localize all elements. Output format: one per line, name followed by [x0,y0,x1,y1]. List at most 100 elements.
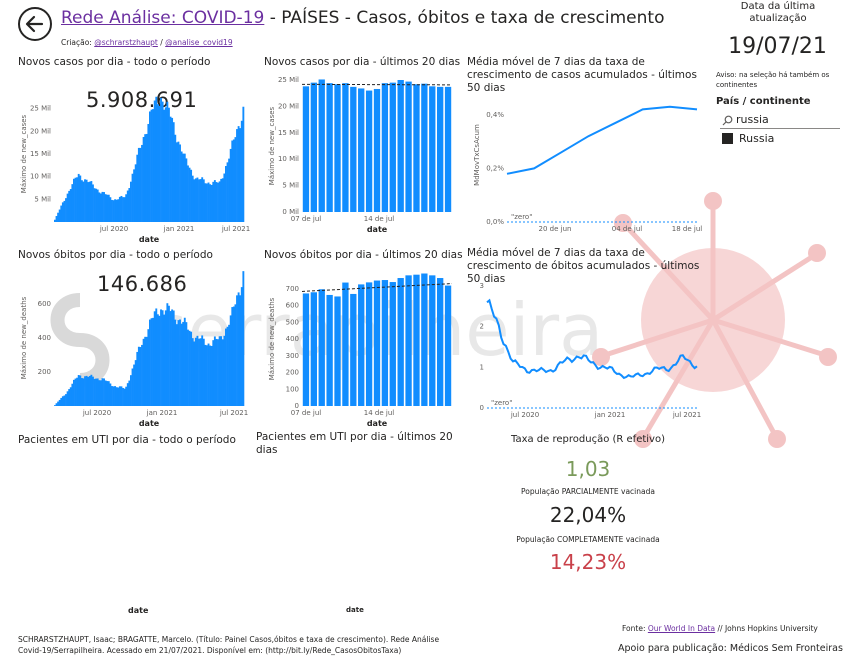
area-bar [179,319,181,406]
area-bar [180,323,183,406]
area-bar [107,194,110,222]
bar [334,296,341,406]
area-bar [218,181,221,222]
area-bar [236,129,238,222]
area-bar [161,101,164,222]
area-bar [169,116,172,222]
bar [397,80,404,212]
y-tick-label: 10 Mil [30,173,51,181]
area-bar [198,179,200,222]
y-tick-label: 2 [480,323,484,331]
virus-watermark-icon [592,192,837,448]
area-bar [231,307,234,406]
deaths-all-chart[interactable]: 600 400 200 jul 2020 jan 2021 jul 2021 Máximo … [14,262,254,430]
area-bar [136,154,139,222]
area-bar [98,380,101,406]
bar [342,83,349,212]
credit-link-2[interactable]: @analise_covid19 [165,38,233,47]
bar [437,278,444,406]
cases-all-chart[interactable]: 25 Mil 20 Mil 15 Mil 10 Mil 5 Mil jul 2020 jan… [14,68,254,248]
area-bar [242,106,245,222]
y-tick-label: 0,4% [486,111,504,119]
area-bar [77,173,80,222]
series-line [506,105,698,175]
area-bar [109,197,112,222]
area-bar [120,195,123,222]
area-bar [69,387,72,406]
area-bar [128,188,131,222]
area-bar [210,184,213,222]
bar [389,282,396,406]
area-bar [68,389,71,406]
x-tick-label: jul 2021 [219,409,248,417]
credit-link-1[interactable]: @schrarstzhaupt [94,38,158,47]
area-bar [115,387,118,406]
area-bar [147,123,150,222]
source-link[interactable]: Our World In Data [647,624,716,633]
area-bar [194,178,197,222]
area-bar [177,320,180,406]
bar [302,293,310,406]
area-bar [54,405,56,406]
area-bar [55,403,58,406]
area-bar [153,100,156,222]
y-tick-label: 0,2% [486,164,504,172]
area-bar [196,335,199,406]
area-bar [87,376,90,406]
area-bar [76,177,79,222]
area-bar [85,179,88,222]
bar [381,280,389,406]
area-bar [187,329,189,406]
filter-option-russia[interactable]: Russia [722,132,832,146]
back-button[interactable] [18,7,52,41]
area-bar [63,395,66,406]
area-bar [199,179,202,222]
x-tick-label: 07 de jul [291,215,321,223]
bar [358,88,365,212]
area-bar [240,120,243,222]
area-bar [95,188,98,222]
y-tick-label: 100 [286,385,299,393]
y-axis-label: Máximo de new_cases [268,106,276,185]
growth-deaths-title: Média móvel de 7 dias da taxa de crescim… [467,247,700,285]
area-bar [150,318,153,406]
area-bar [213,336,216,406]
area-bar [103,192,105,222]
partial-label: População PARCIALMENTE vacinada [521,487,655,496]
y-tick-label: 20 Mil [30,127,51,135]
y-tick-label: 600 [38,300,51,308]
area-bar [187,165,189,222]
source: Fonte: Our World In Data // Johns Hopkin… [622,624,818,633]
area-bar [209,184,212,222]
deaths-20-chart[interactable]: 700 600 500 400 300 200 100 007 de jul 14 de jul… [262,262,462,430]
growth-cases-chart[interactable]: "zero" 0,4% 0,2% 0,0% 20 de jun 04 de jul 18 d… [465,82,715,242]
credits-prefix: Criação: [61,38,95,47]
trend-line [301,83,453,86]
y-axis-label: Máximo de new_deaths [268,297,276,380]
bar [429,275,436,406]
filter-search-input[interactable]: russia [720,113,840,129]
area-bar [169,311,172,406]
area-bar [95,378,98,406]
title-link[interactable]: Rede Análise: COVID-19 [61,8,265,28]
area-bar [150,109,153,222]
full-label: População COMPLETAMENTE vacinada [516,535,660,544]
bar [405,81,412,212]
area-bar [137,147,140,222]
area-bar [57,212,60,222]
checkbox-checked[interactable] [722,133,733,144]
icu-all-title: Pacientes em UTI por dia - todo o períod… [18,434,236,446]
y-tick-label: 400 [38,334,51,342]
area-bar [225,328,227,406]
y-axis-label: MdMovTxCsAcum [473,124,481,186]
series-line [486,298,698,380]
area-bar [155,96,158,222]
area-bar [171,309,174,406]
area-bar [117,199,120,222]
page-title: Rede Análise: COVID-19 - PAÍSES - Casos,… [61,8,664,28]
area-bar [166,303,169,406]
area-bar [144,336,147,406]
area-bar [122,387,124,406]
